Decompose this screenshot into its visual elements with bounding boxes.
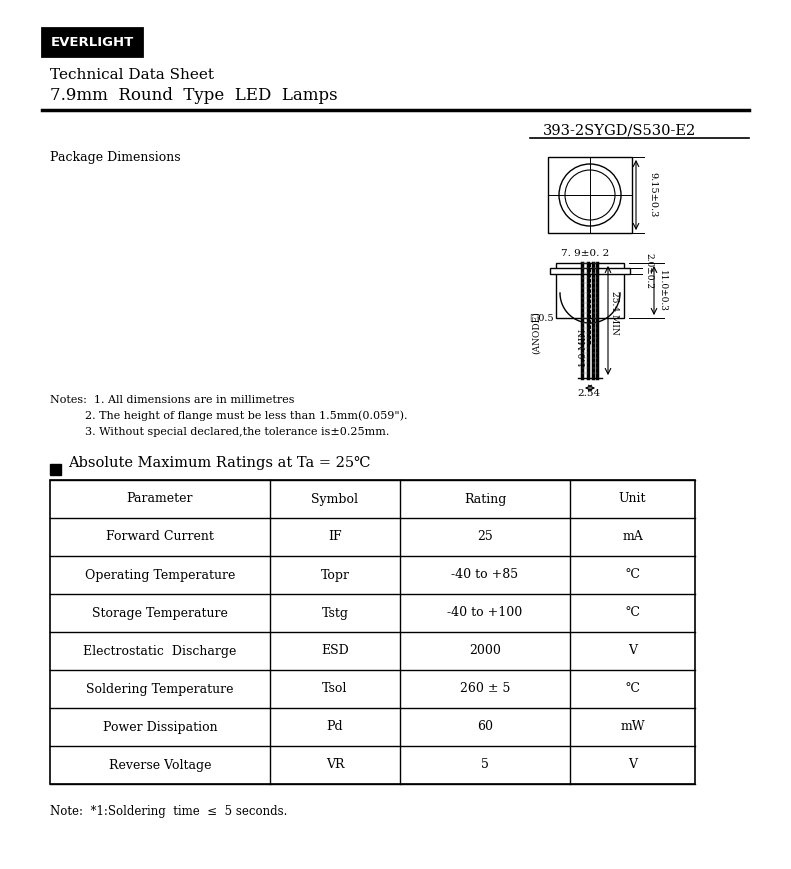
Circle shape [559,164,621,226]
Text: (ANODE): (ANODE) [532,312,540,355]
Text: Technical Data Sheet: Technical Data Sheet [50,68,214,82]
Text: □0.5: □0.5 [528,314,554,322]
Text: Note:  *1:Soldering  time  ≤  5 seconds.: Note: *1:Soldering time ≤ 5 seconds. [50,806,287,819]
Text: Symbol: Symbol [312,493,358,506]
Text: ℃: ℃ [626,682,639,695]
Text: 11.0±0.3: 11.0±0.3 [658,269,667,311]
Text: 2.0±0.2: 2.0±0.2 [644,253,653,289]
Text: 25.4 MIN: 25.4 MIN [610,291,619,335]
Text: 9.15±0.3: 9.15±0.3 [648,172,657,218]
Text: Forward Current: Forward Current [106,530,214,543]
Text: Electrostatic  Discharge: Electrostatic Discharge [83,645,237,658]
Text: mA: mA [623,530,643,543]
Bar [50,464,61,475]
Text: 7.9mm  Round  Type  LED  Lamps: 7.9mm Round Type LED Lamps [50,87,338,103]
Text: 7. 9±0. 2: 7. 9±0. 2 [561,249,609,257]
Text: mW: mW [620,720,645,733]
Text: 2000: 2000 [469,645,501,658]
Text: EVERLIGHT: EVERLIGHT [51,36,134,49]
Text: 260 ± 5: 260 ± 5 [460,682,510,695]
Bar [550,268,630,274]
Text: Rating: Rating [464,493,506,506]
Text: Package Dimensions: Package Dimensions [50,151,180,164]
Text: 60: 60 [477,720,493,733]
Text: Parameter: Parameter [127,493,193,506]
Text: Operating Temperature: Operating Temperature [85,568,235,581]
Text: Unit: Unit [619,493,646,506]
Text: 1.0 MIN: 1.0 MIN [580,329,589,367]
Text: 2.54: 2.54 [577,388,600,397]
Text: 3. Without special declared,the tolerance is±0.25mm.: 3. Without special declared,the toleranc… [50,427,389,437]
Text: Reverse Voltage: Reverse Voltage [108,759,211,772]
Bar [42,28,142,56]
Text: -40 to +100: -40 to +100 [448,607,523,620]
Text: Storage Temperature: Storage Temperature [92,607,228,620]
Text: Power Dissipation: Power Dissipation [103,720,218,733]
Text: 25: 25 [477,530,493,543]
Text: 2. The height of flange must be less than 1.5mm(0.059").: 2. The height of flange must be less tha… [50,411,407,421]
Text: ℃: ℃ [626,607,639,620]
Text: IF: IF [328,530,342,543]
Text: 5: 5 [481,759,489,772]
Text: Soldering Temperature: Soldering Temperature [86,682,234,695]
Bar [548,157,632,233]
Text: ℃: ℃ [626,568,639,581]
Text: V: V [628,759,637,772]
Bar [50,480,695,784]
Text: Topr: Topr [320,568,350,581]
Text: Tstg: Tstg [321,607,349,620]
Text: Notes:  1. All dimensions are in millimetres: Notes: 1. All dimensions are in millimet… [50,395,294,405]
Text: VR: VR [326,759,344,772]
Text: ESD: ESD [321,645,349,658]
Circle shape [565,170,615,220]
Text: Pd: Pd [327,720,343,733]
Text: V: V [628,645,637,658]
Text: Absolute Maximum Ratings at Ta = 25℃: Absolute Maximum Ratings at Ta = 25℃ [68,456,370,470]
Text: 393-2SYGD/S530-E2: 393-2SYGD/S530-E2 [543,123,697,137]
Text: -40 to +85: -40 to +85 [452,568,519,581]
Text: Tsol: Tsol [322,682,348,695]
Bar [556,263,624,318]
